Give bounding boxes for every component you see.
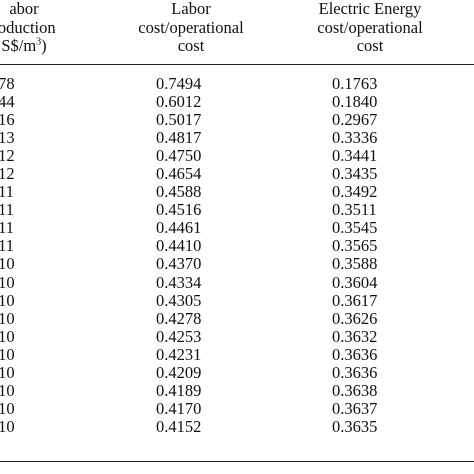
- table-cell: 0.4654: [156, 164, 202, 184]
- table-cell: .10: [0, 380, 15, 400]
- table-cell: .10: [0, 362, 15, 382]
- table-cell: 0.4152: [156, 416, 202, 436]
- table-row: .78 0.7494 0.1763: [0, 75, 474, 93]
- table-cell: 0.3636: [332, 344, 378, 364]
- table-cell: 0.4410: [156, 236, 202, 256]
- table-row: .10 0.4170 0.3637: [0, 398, 474, 418]
- table-cell: .10: [0, 344, 15, 364]
- table-cell: 0.4231: [156, 344, 202, 364]
- table-cell: 0.3588: [332, 254, 378, 274]
- table-row: .12 0.4750 0.3441: [0, 147, 474, 165]
- table-cell: .10: [0, 326, 15, 346]
- table-row: .11 0.4461 0.3545: [0, 219, 474, 237]
- table-row: .10 0.4334 0.3604: [0, 272, 474, 292]
- table-cell: 0.3492: [332, 182, 378, 202]
- table-cell: .12: [0, 164, 15, 184]
- table-cell: 0.3435: [332, 164, 378, 184]
- table-cell: 0.4588: [156, 182, 202, 202]
- header-labor-cost-ratio: Labor cost/operational cost: [138, 0, 244, 55]
- table-row: .10 0.4189 0.3638: [0, 380, 474, 400]
- table-cell: .10: [0, 272, 15, 292]
- table-cell: 0.4516: [156, 200, 202, 220]
- table-cell: 0.2967: [332, 110, 378, 130]
- table-row: .10 0.4370 0.3588: [0, 255, 474, 273]
- table-cell: .10: [0, 398, 15, 418]
- table-row: .10 0.4305 0.3617: [0, 290, 474, 310]
- table-row: .11 0.4588 0.3492: [0, 183, 474, 201]
- header-col4-partial: c: [462, 0, 474, 37]
- table-cell: 0.3545: [332, 218, 378, 238]
- table-cell: 0.3441: [332, 146, 378, 166]
- table-row: .44 0.6012 0.1840: [0, 93, 474, 111]
- table-cell: 0.4334: [156, 272, 202, 292]
- table-cell: .11: [0, 200, 15, 220]
- table-cell: 0.1840: [332, 92, 378, 112]
- table-cell: 0.3635: [332, 416, 378, 436]
- table-cell: 0.4189: [156, 380, 202, 400]
- table-cell: .11: [0, 236, 15, 256]
- table-cell: .11: [0, 182, 15, 202]
- table-row: .11 0.4410 0.3565: [0, 237, 474, 255]
- table-row: .12 0.4654 0.3435: [0, 165, 474, 183]
- table-cell: 0.4370: [156, 254, 202, 274]
- table-body: .780.74940.1763.440.60120.1840.160.50170…: [0, 75, 474, 436]
- table-cell: 0.7494: [156, 74, 202, 93]
- table-cell: 0.4750: [156, 146, 202, 166]
- table-cell: 0.3636: [332, 362, 378, 382]
- table-cell: 0.6012: [156, 92, 202, 112]
- table-cell: .11: [0, 218, 15, 238]
- table-cell: 0.4209: [156, 362, 202, 382]
- table-cell: 0.4170: [156, 398, 202, 418]
- table-row: .13 0.4817 0.3336: [0, 129, 474, 147]
- table-row: .11 0.4516 0.3511: [0, 201, 474, 219]
- table-cell: 0.4817: [156, 128, 202, 148]
- table-cell: 0.4461: [156, 218, 202, 238]
- table-cell: 0.3604: [332, 272, 378, 292]
- table-cell: 0.3638: [332, 380, 378, 400]
- header-electric-energy-cost-ratio: Electric Energy cost/operational cost: [317, 0, 423, 55]
- table-cell: 0.3632: [332, 326, 378, 346]
- table-cell: 0.3336: [332, 128, 378, 148]
- table-cell: .78: [0, 74, 15, 93]
- header-divider: [0, 64, 474, 65]
- table-cell: 0.4253: [156, 326, 202, 346]
- table-row: .16 0.5017 0.2967: [0, 111, 474, 129]
- table-cell: .44: [0, 92, 15, 112]
- table-cell: 0.4305: [156, 290, 202, 310]
- table-bottom-rule: [0, 461, 474, 462]
- table-cell: 0.5017: [156, 110, 202, 130]
- table-cell: .13: [0, 128, 15, 148]
- table-row: .10 0.4152 0.3635: [0, 416, 474, 436]
- table-row: .10 0.4278 0.3626: [0, 308, 474, 328]
- table-cell: 0.4278: [156, 308, 202, 328]
- table-cell: 0.3637: [332, 398, 378, 418]
- table-cell: 0.3626: [332, 308, 378, 328]
- table-cell: 0.3617: [332, 290, 378, 310]
- table-cell: .10: [0, 290, 15, 310]
- table-cell: 0.1763: [332, 74, 378, 93]
- table-cell: .10: [0, 416, 15, 436]
- table-cell: .16: [0, 110, 15, 130]
- table-cell: .12: [0, 146, 15, 166]
- table-row: .10 0.4231 0.3636: [0, 344, 474, 364]
- table-cell: .10: [0, 308, 15, 328]
- table-cell: .10: [0, 254, 15, 274]
- table-row: .10 0.4209 0.3636: [0, 362, 474, 382]
- table-cell: 0.3511: [332, 200, 377, 220]
- table-cell: 0.3565: [332, 236, 378, 256]
- table-row: .10 0.4253 0.3632: [0, 326, 474, 346]
